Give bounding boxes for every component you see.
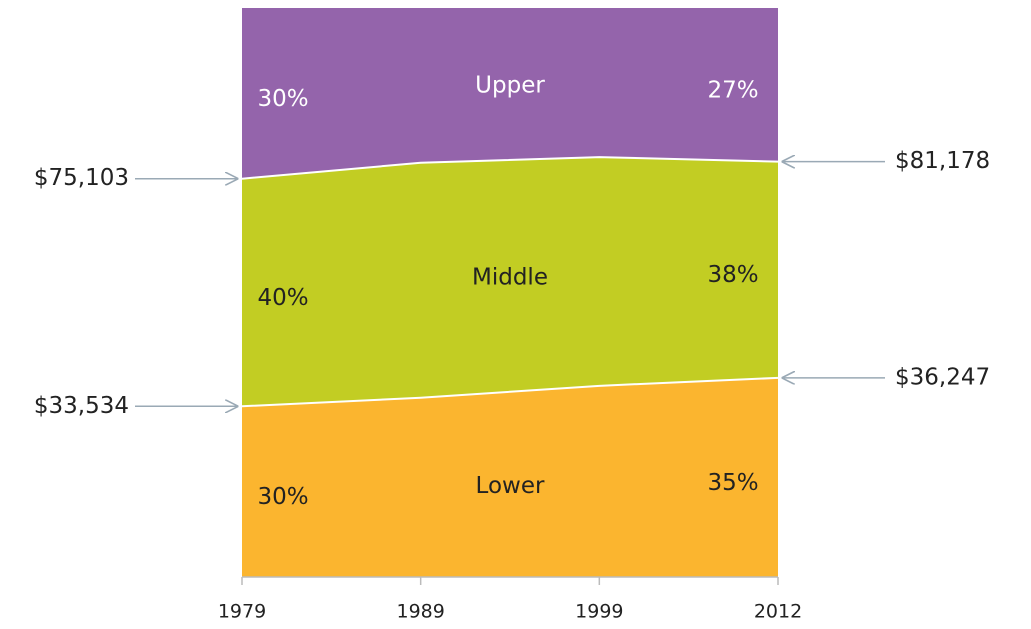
boundary-label: $33,534 (34, 393, 129, 419)
area (242, 8, 778, 179)
x-tick-label: 1979 (218, 601, 266, 623)
value-label: 38% (707, 262, 758, 288)
value-label: 30% (257, 484, 308, 510)
value-label: 30% (257, 86, 308, 112)
boundary-label: $75,103 (34, 165, 129, 191)
x-tick-label: 2012 (754, 601, 802, 623)
series-label: Middle (472, 264, 548, 290)
boundary-label: $81,178 (895, 148, 990, 174)
area (242, 377, 778, 577)
value-label: 40% (257, 285, 308, 311)
boundary-label: $36,247 (895, 364, 990, 390)
separator (241, 376, 779, 408)
x-tick-label: 1989 (396, 601, 444, 623)
value-label: 27% (707, 77, 758, 103)
series-label: Upper (475, 72, 545, 98)
value-label: 35% (707, 470, 758, 496)
separator (241, 156, 779, 180)
area (242, 157, 778, 407)
x-tick-label: 1999 (575, 601, 623, 623)
series-label: Lower (476, 473, 545, 499)
